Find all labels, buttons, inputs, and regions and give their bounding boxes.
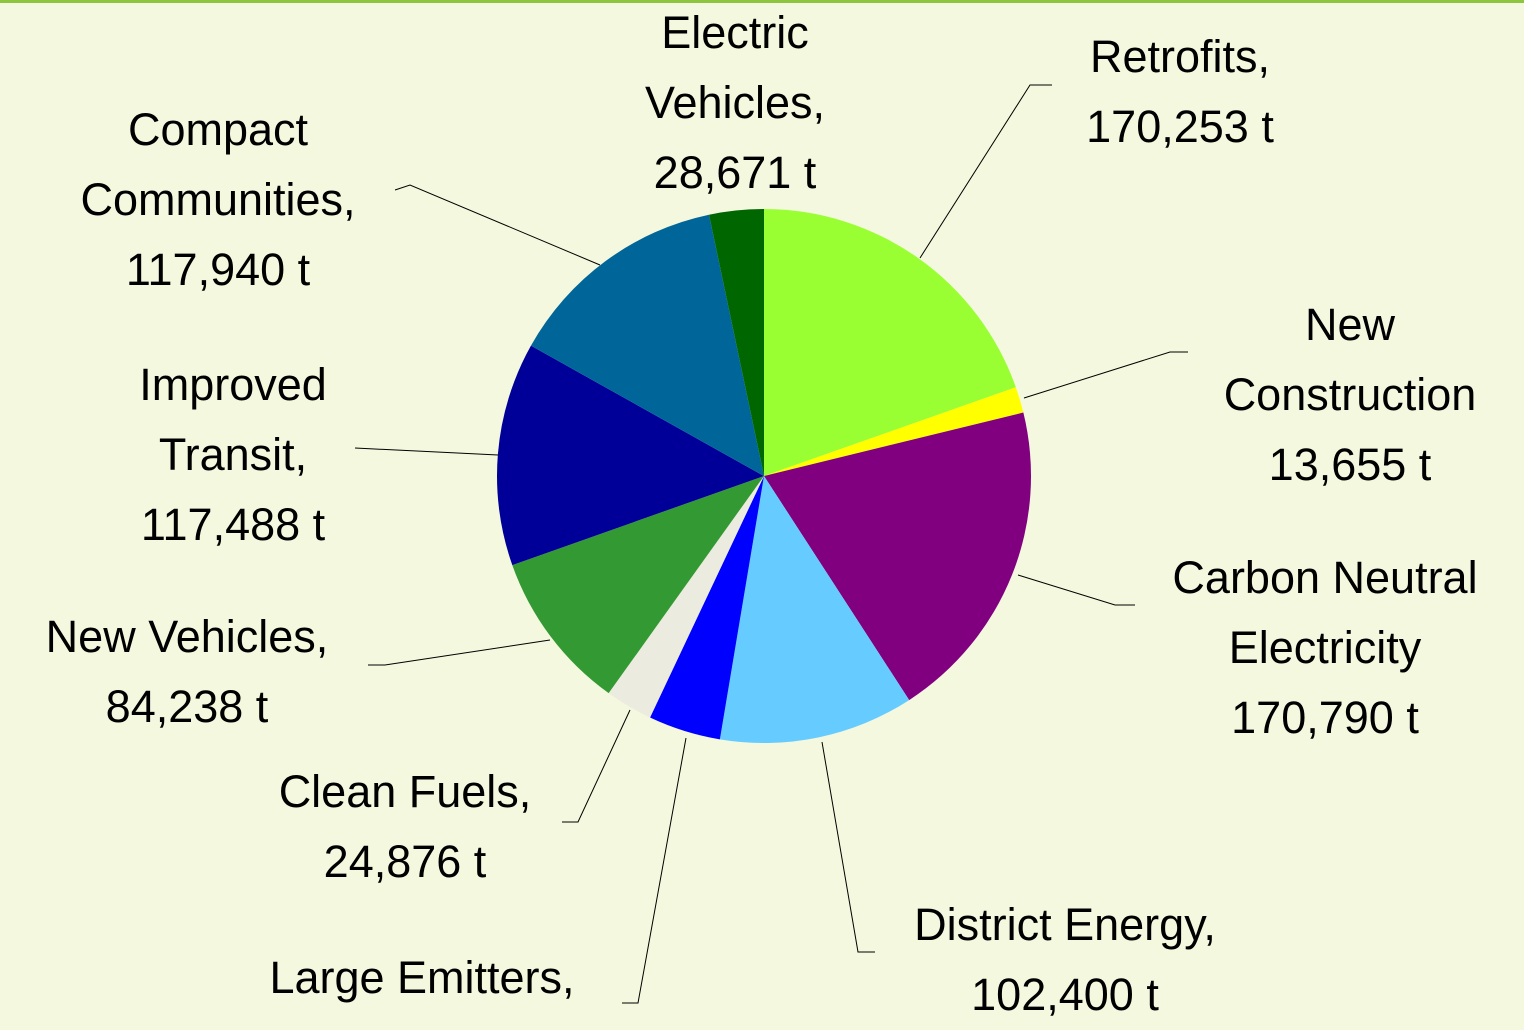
pie-slice [497, 345, 764, 566]
leader-line [354, 447, 499, 456]
data-label: Large Emitters, [212, 943, 632, 1013]
data-label: Clean Fuels, 24,876 t [235, 757, 575, 897]
pie-slice [709, 209, 764, 476]
top-border [0, 0, 1524, 3]
pie-slice [764, 412, 1031, 701]
category-label: District Energy, [914, 899, 1216, 950]
category-label: Compact Communities, [80, 104, 356, 225]
pie-slice [764, 387, 1024, 476]
data-label: Carbon Neutral Electricity 170,790 t [1130, 543, 1520, 753]
value-label: 170,253 t [1086, 101, 1274, 152]
pie-slice [764, 209, 1016, 476]
value-label: 24,876 t [323, 836, 487, 887]
leader-line [1023, 351, 1188, 399]
category-label: Large Emitters, [269, 952, 575, 1003]
pie-slice [719, 476, 910, 744]
value-label: 84,238 t [105, 681, 269, 732]
value-label: 102,400 t [971, 969, 1159, 1020]
value-label: 28,671 t [653, 147, 817, 198]
data-label: Compact Communities, 117,940 t [38, 95, 398, 305]
leader-line [821, 741, 875, 953]
data-label: New Vehicles, 84,238 t [0, 602, 377, 742]
data-label: Improved Transit, 117,488 t [103, 350, 363, 560]
value-label: 117,488 t [140, 499, 326, 550]
category-label: Carbon Neutral Electricity [1172, 552, 1478, 673]
category-label: Clean Fuels, [278, 766, 532, 817]
data-label: Retrofits, 170,253 t [1030, 22, 1330, 162]
category-label: Improved Transit, [139, 359, 327, 480]
category-label: Electric Vehicles, [644, 7, 826, 128]
category-label: New Vehicles, [45, 611, 329, 662]
pie-slice [512, 476, 764, 694]
pie-slice [530, 214, 764, 476]
leader-line [394, 184, 601, 266]
value-label: 117,940 t [125, 244, 311, 295]
category-label: Retrofits, [1089, 31, 1271, 82]
data-label: Electric Vehicles, 28,671 t [615, 0, 855, 208]
data-label: District Energy, 102,400 t [855, 890, 1275, 1030]
data-label: New Construction 13,655 t [1180, 290, 1520, 500]
category-label: New Construction [1223, 299, 1477, 420]
leader-line [622, 737, 687, 1004]
leader-line [1017, 574, 1135, 606]
leader-line [562, 709, 631, 823]
pie-slice [608, 476, 764, 718]
pie-slice [650, 476, 764, 740]
value-label: 170,790 t [1231, 692, 1419, 743]
leader-line [919, 84, 1052, 259]
leader-line [368, 639, 551, 666]
value-label: 13,655 t [1268, 439, 1432, 490]
